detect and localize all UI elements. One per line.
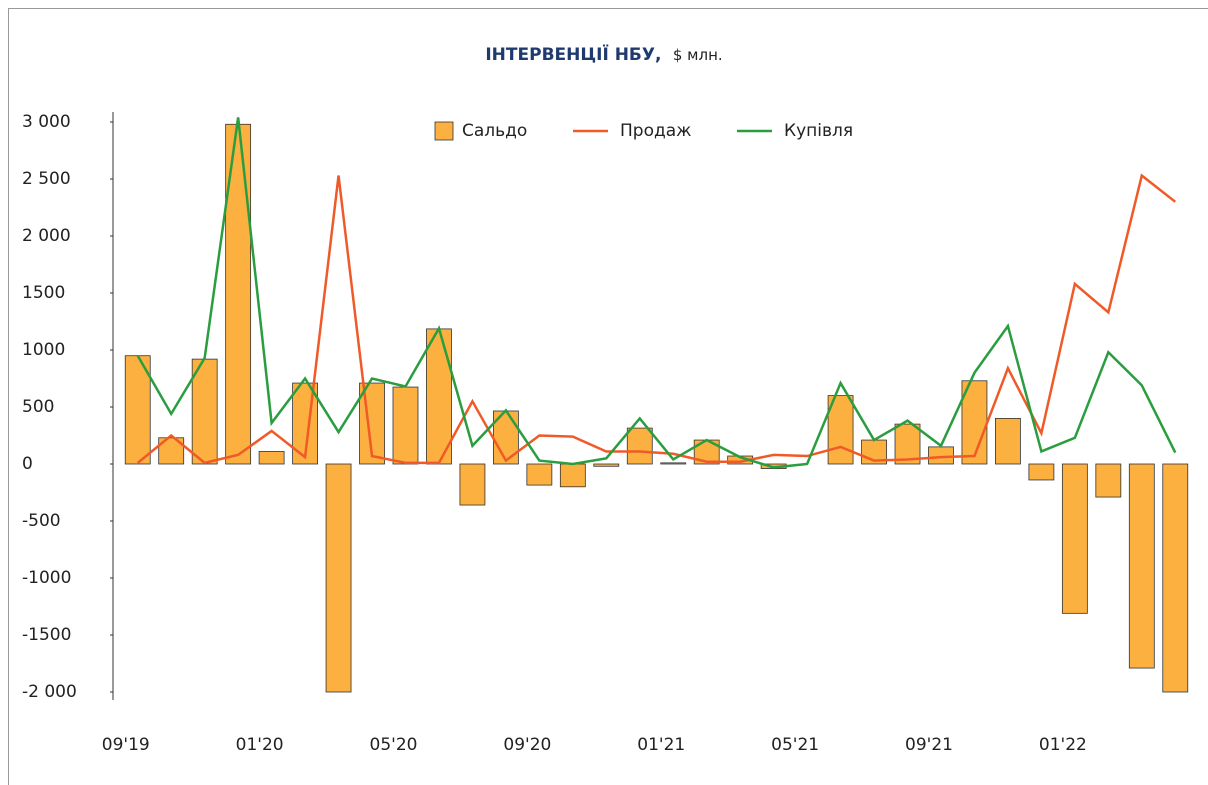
legend-label: Купівля (784, 121, 853, 141)
bar (961, 380, 988, 465)
line (136, 117, 1177, 469)
bar (559, 463, 586, 488)
bar (626, 427, 653, 465)
bar (1095, 463, 1122, 498)
chart-subtitle: $ млн. (673, 46, 723, 64)
title-group: ІНТЕРВЕНЦІЇ НБУ, $ млн. (485, 43, 722, 65)
bar (459, 463, 486, 506)
bar (1028, 463, 1055, 481)
chart-title: ІНТЕРВЕНЦІЇ НБУ, (485, 43, 661, 65)
bar (827, 395, 854, 465)
bar (1162, 463, 1189, 693)
x-tick-label: 09'19 (102, 735, 150, 755)
line (136, 173, 1177, 465)
x-tick-label: 09'20 (503, 735, 551, 755)
legend-label: Продаж (620, 121, 691, 141)
x-tick-label: 05'20 (370, 735, 418, 755)
legend-swatch (434, 121, 454, 141)
bar (660, 462, 687, 465)
y-tick-label: -2 000 (22, 682, 77, 702)
y-tick-label: 1000 (22, 340, 65, 360)
bar (928, 446, 954, 465)
bar (995, 417, 1021, 465)
bar (426, 328, 452, 465)
y-tick-label: 2 000 (22, 226, 71, 246)
bar (258, 451, 285, 465)
x-tick-label: 09'21 (905, 735, 953, 755)
bar (526, 463, 553, 486)
x-tick-label: 05'21 (771, 735, 819, 755)
y-tick-label: -500 (22, 511, 61, 531)
y-tick-label: 2 500 (22, 169, 71, 189)
y-tick-label: -1500 (22, 625, 71, 645)
bar (191, 358, 218, 465)
y-tick-label: -1000 (22, 568, 71, 588)
x-tick-label: 01'20 (236, 735, 284, 755)
x-tick-label: 01'21 (637, 735, 685, 755)
frame (8, 8, 1208, 785)
bar (392, 386, 419, 465)
y-tick-label: 3 000 (22, 112, 71, 132)
y-tick-label: 500 (22, 397, 54, 417)
bar (1128, 463, 1155, 669)
bar (593, 463, 620, 467)
y-tick-label: 1500 (22, 283, 65, 303)
y-tick-label: 0 (22, 454, 33, 474)
bar (1061, 463, 1088, 614)
bar (325, 463, 352, 693)
legend-label: Сальдо (462, 121, 527, 141)
bar (894, 423, 921, 465)
x-tick-label: 01'22 (1039, 735, 1087, 755)
